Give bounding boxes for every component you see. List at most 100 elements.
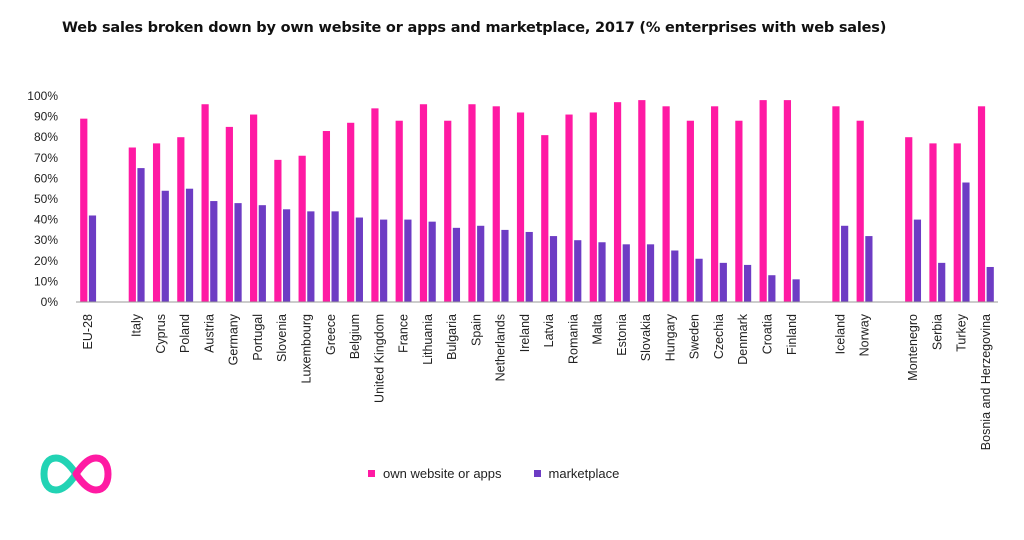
legend-swatch-own-website xyxy=(368,470,375,477)
x-tick-label: Estonia xyxy=(615,314,629,356)
bar-marketplace xyxy=(986,266,994,302)
bar-own-website xyxy=(565,114,573,302)
bar-marketplace xyxy=(380,219,388,302)
bar-own-website xyxy=(128,147,136,302)
x-tick-label: Hungary xyxy=(663,313,677,361)
bar-marketplace xyxy=(549,236,558,302)
bar-own-website xyxy=(371,108,379,302)
chart-title: Web sales broken down by own website or … xyxy=(62,20,887,36)
bar-marketplace xyxy=(574,240,582,302)
bar-marketplace xyxy=(282,209,291,302)
bar-marketplace xyxy=(88,215,97,302)
x-tick-label: Poland xyxy=(178,314,192,353)
bar-marketplace xyxy=(331,211,339,302)
bar-own-website xyxy=(638,100,646,303)
bar-marketplace xyxy=(428,221,436,302)
x-tick-label: Austria xyxy=(202,314,216,353)
x-tick-label: Malta xyxy=(591,314,605,345)
bar-own-website xyxy=(711,106,719,302)
bar-own-website xyxy=(347,122,355,302)
bar-marketplace xyxy=(962,182,970,302)
bar-own-website xyxy=(832,106,840,302)
x-tick-label: Romania xyxy=(566,314,580,364)
bar-own-website xyxy=(274,159,282,302)
x-tick-label: Lithuania xyxy=(421,314,435,365)
x-tick-label: Italy xyxy=(130,313,144,337)
bar-own-website xyxy=(322,131,331,302)
y-tick-label: 20% xyxy=(34,254,58,268)
x-tick-label: Slovakia xyxy=(639,314,653,361)
x-tick-label: Germany xyxy=(227,313,241,365)
legend-item-marketplace: marketplace xyxy=(533,466,619,481)
legend-swatch-marketplace xyxy=(533,470,541,477)
bar-own-website xyxy=(395,120,403,302)
y-tick-label: 70% xyxy=(34,151,58,165)
bar-marketplace xyxy=(161,190,169,302)
y-tick-label: 50% xyxy=(34,192,58,206)
x-tick-label: Croatia xyxy=(761,314,775,354)
bar-own-website xyxy=(201,104,209,303)
x-tick-label: EU-28 xyxy=(81,314,95,349)
legend-item-own-website: own website or apps xyxy=(368,466,502,481)
x-tick-label: Czechia xyxy=(712,314,726,359)
bar-own-website xyxy=(516,112,525,302)
x-tick-label: Ireland xyxy=(518,314,532,352)
logo-right-loop xyxy=(72,454,112,494)
y-tick-label: 40% xyxy=(34,213,58,227)
bar-marketplace xyxy=(185,188,194,302)
bar-own-website xyxy=(492,106,500,302)
bar-marketplace xyxy=(452,227,461,302)
x-tick-label: Slovenia xyxy=(275,314,289,362)
x-tick-label: Bulgaria xyxy=(445,314,459,360)
infinity-logo-icon xyxy=(40,454,112,494)
bar-marketplace xyxy=(622,244,630,302)
x-tick-label: France xyxy=(397,314,411,353)
y-tick-label: 30% xyxy=(34,233,58,247)
x-tick-label: Montenegro xyxy=(906,314,920,381)
bar-own-website xyxy=(80,118,88,302)
bar-own-website xyxy=(298,155,306,302)
bar-marketplace xyxy=(404,219,412,302)
bar-own-website xyxy=(444,120,452,302)
bar-marketplace xyxy=(234,203,242,302)
bar-marketplace xyxy=(695,258,703,302)
x-tick-label: Iceland xyxy=(833,314,847,354)
bar-own-website xyxy=(152,143,161,302)
bar-own-website xyxy=(177,137,185,302)
x-tick-label: Bosnia and Herzegovina xyxy=(979,314,993,450)
bar-own-website xyxy=(468,104,476,303)
bar-own-website xyxy=(613,102,622,303)
bar-own-website xyxy=(541,135,549,302)
x-tick-label: Turkey xyxy=(955,313,969,351)
bar-marketplace xyxy=(865,236,873,302)
bar-marketplace xyxy=(719,262,727,302)
bar-own-website xyxy=(419,104,428,303)
y-tick-label: 60% xyxy=(34,171,58,185)
x-tick-label: Denmark xyxy=(736,313,750,364)
x-tick-label: Spain xyxy=(469,314,483,346)
legend-label-own-website: own website or apps xyxy=(383,466,502,481)
bar-marketplace xyxy=(913,219,922,302)
bar-marketplace xyxy=(792,279,800,302)
x-tick-label: Norway xyxy=(858,313,872,356)
y-tick-label: 90% xyxy=(34,110,58,124)
x-tick-label: Belgium xyxy=(348,314,362,359)
bar-own-website xyxy=(929,143,937,302)
y-tick-label: 10% xyxy=(34,274,58,288)
bar-marketplace xyxy=(210,201,218,302)
x-tick-label: Latvia xyxy=(542,314,556,347)
logo-left-loop xyxy=(40,454,80,494)
bar-own-website xyxy=(225,126,233,303)
y-tick-label: 100% xyxy=(27,89,58,103)
bar-marketplace xyxy=(501,229,509,302)
bar-marketplace xyxy=(598,242,606,302)
bar-marketplace xyxy=(646,244,655,302)
bar-own-website xyxy=(977,106,986,302)
x-tick-label: Luxembourg xyxy=(300,314,314,384)
bar-own-website xyxy=(953,143,961,302)
bar-marketplace xyxy=(355,217,363,302)
bar-marketplace xyxy=(671,250,679,302)
bar-own-website xyxy=(905,137,913,302)
bar-marketplace xyxy=(768,275,776,302)
